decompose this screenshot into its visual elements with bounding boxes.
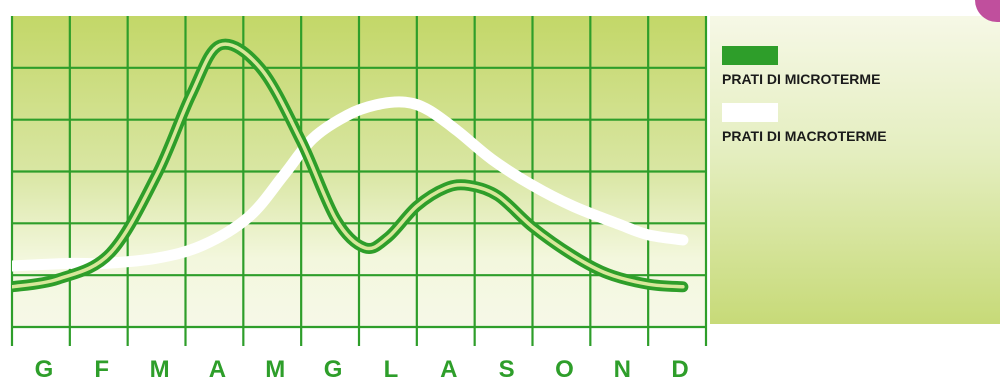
series-line-macroterme xyxy=(12,96,689,272)
x-tick-label: M xyxy=(265,356,285,381)
x-tick-label: M xyxy=(150,356,170,381)
x-tick-label: G xyxy=(324,356,343,381)
x-tick-label: F xyxy=(94,356,109,381)
legend-label-microterme: PRATI DI MICROTERME xyxy=(722,71,881,87)
series-line-microterme-inner xyxy=(12,42,685,289)
series-layer xyxy=(12,38,689,293)
legend-item-macroterme: PRATI DI MACROTERME xyxy=(722,103,887,144)
x-tick-label: L xyxy=(384,356,399,381)
legend-item-microterme: PRATI DI MICROTERME xyxy=(722,46,880,87)
x-tick-label: G xyxy=(35,356,54,381)
x-tick-label: N xyxy=(614,356,631,381)
x-tick-label: A xyxy=(209,356,226,381)
series-macroterme xyxy=(12,96,689,272)
x-tick-label: O xyxy=(555,356,574,381)
legend-swatch-macroterme xyxy=(722,103,778,122)
legend-label-macroterme: PRATI DI MACROTERME xyxy=(722,128,887,144)
legend: PRATI DI MICROTERME PRATI DI MACROTERME xyxy=(710,16,1000,324)
series-microterme xyxy=(12,38,689,293)
x-tick-label: D xyxy=(671,356,688,381)
x-tick-label: A xyxy=(440,356,457,381)
legend-swatch-microterme xyxy=(722,46,778,65)
x-tick-label: S xyxy=(499,356,515,381)
